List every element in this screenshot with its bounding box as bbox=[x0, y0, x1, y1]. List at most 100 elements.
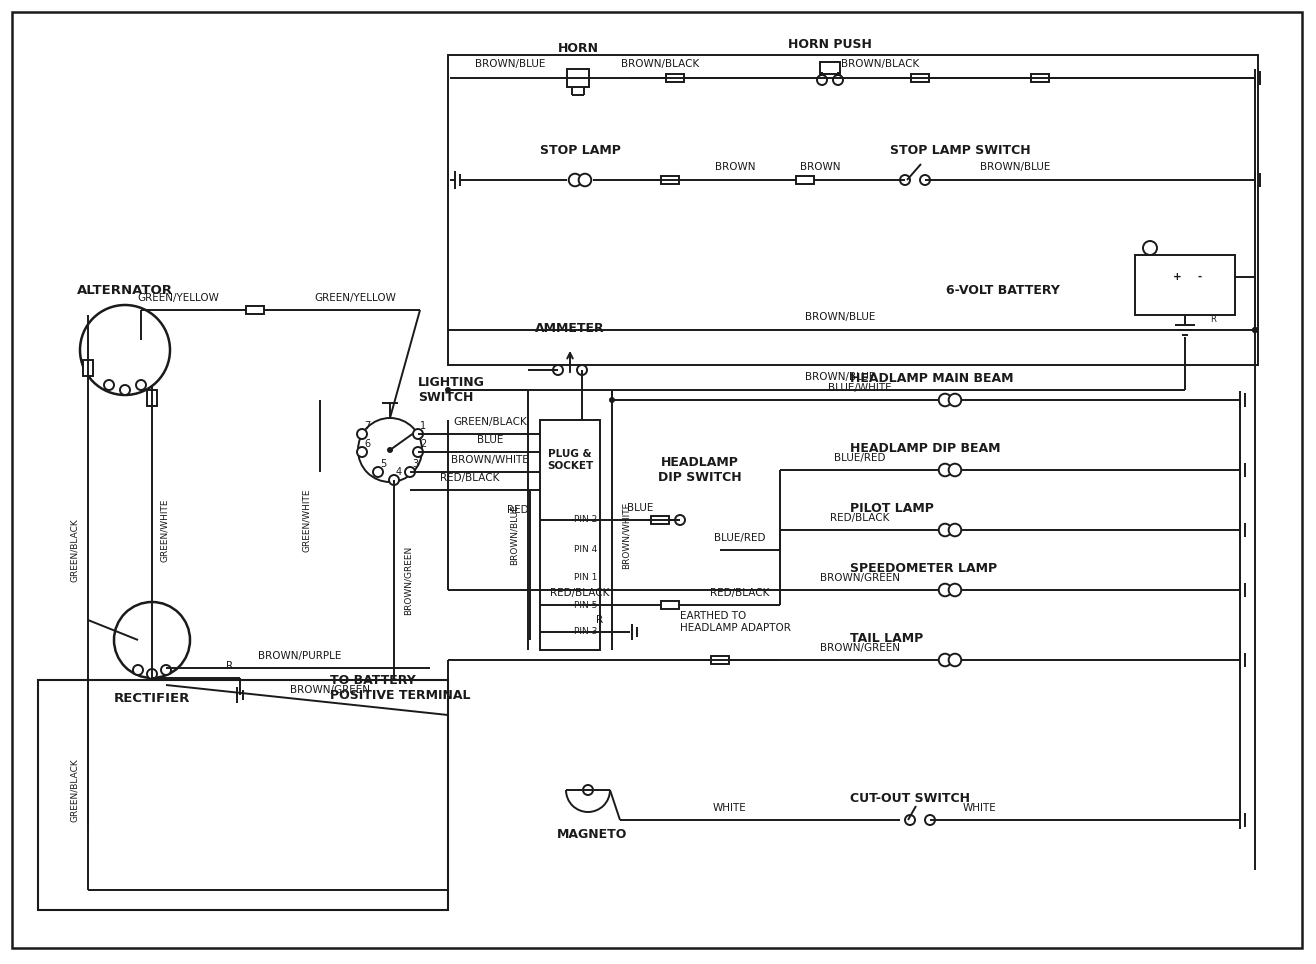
Circle shape bbox=[949, 523, 961, 536]
Text: PILOT LAMP: PILOT LAMP bbox=[850, 501, 934, 515]
Text: RED/BLACK: RED/BLACK bbox=[711, 588, 770, 598]
Circle shape bbox=[104, 380, 114, 390]
Circle shape bbox=[569, 174, 582, 186]
Text: GREEN/YELLOW: GREEN/YELLOW bbox=[315, 293, 396, 303]
Circle shape bbox=[114, 602, 190, 678]
Bar bbox=[246, 306, 265, 314]
Text: GREEN/WHITE: GREEN/WHITE bbox=[161, 498, 170, 562]
Text: +: + bbox=[1173, 272, 1182, 282]
Text: RED/BLACK: RED/BLACK bbox=[441, 473, 500, 483]
Circle shape bbox=[920, 175, 930, 185]
Text: BROWN/BLUE: BROWN/BLUE bbox=[805, 372, 875, 382]
Text: HEADLAMP DIP BEAM: HEADLAMP DIP BEAM bbox=[850, 442, 1000, 454]
Circle shape bbox=[576, 365, 587, 375]
Circle shape bbox=[905, 815, 915, 825]
Text: -: - bbox=[1198, 272, 1202, 282]
Circle shape bbox=[120, 385, 130, 395]
Text: PIN 4: PIN 4 bbox=[574, 546, 597, 554]
Text: HEADLAMP
DIP SWITCH: HEADLAMP DIP SWITCH bbox=[658, 456, 742, 484]
Text: BROWN/BLUE: BROWN/BLUE bbox=[509, 504, 519, 565]
Circle shape bbox=[949, 654, 961, 666]
Text: BROWN/BLACK: BROWN/BLACK bbox=[621, 59, 699, 69]
Circle shape bbox=[445, 387, 451, 393]
Bar bbox=[567, 69, 590, 87]
Text: BROWN/GREEN: BROWN/GREEN bbox=[820, 643, 900, 653]
Text: BLUE/RED: BLUE/RED bbox=[834, 453, 886, 463]
Bar bbox=[666, 74, 684, 82]
Text: HEADLAMP MAIN BEAM: HEADLAMP MAIN BEAM bbox=[850, 371, 1013, 385]
Text: RED: RED bbox=[507, 505, 529, 515]
Text: CUT-OUT SWITCH: CUT-OUT SWITCH bbox=[850, 791, 970, 805]
Circle shape bbox=[938, 393, 951, 406]
Circle shape bbox=[938, 523, 951, 536]
Text: BROWN/PURPLE: BROWN/PURPLE bbox=[258, 651, 342, 661]
Circle shape bbox=[1252, 327, 1258, 333]
Text: HORN PUSH: HORN PUSH bbox=[788, 38, 873, 50]
Text: RED/BLACK: RED/BLACK bbox=[550, 588, 609, 598]
Text: TAIL LAMP: TAIL LAMP bbox=[850, 631, 924, 645]
Text: 6-VOLT BATTERY: 6-VOLT BATTERY bbox=[946, 283, 1059, 297]
Text: 5: 5 bbox=[380, 459, 386, 469]
Circle shape bbox=[80, 305, 170, 395]
Text: PLUG &
SOCKET: PLUG & SOCKET bbox=[547, 449, 594, 470]
Text: LIGHTING
SWITCH: LIGHTING SWITCH bbox=[418, 376, 484, 404]
Text: HORN: HORN bbox=[558, 41, 599, 55]
Text: ALTERNATOR: ALTERNATOR bbox=[78, 283, 172, 297]
Text: PIN 5: PIN 5 bbox=[574, 601, 597, 609]
Text: GREEN/BLACK: GREEN/BLACK bbox=[70, 518, 79, 582]
Text: BROWN: BROWN bbox=[800, 162, 840, 172]
Circle shape bbox=[133, 665, 143, 675]
Text: 4: 4 bbox=[396, 467, 403, 477]
Text: BROWN: BROWN bbox=[715, 162, 755, 172]
Text: BROWN/GREEN: BROWN/GREEN bbox=[404, 546, 412, 615]
Bar bbox=[1134, 255, 1234, 315]
Text: MAGNETO: MAGNETO bbox=[557, 827, 628, 841]
Circle shape bbox=[372, 467, 383, 477]
Circle shape bbox=[161, 665, 171, 675]
Text: RED/BLACK: RED/BLACK bbox=[830, 513, 890, 523]
Text: R: R bbox=[1211, 315, 1216, 325]
Text: GREEN/WHITE: GREEN/WHITE bbox=[301, 488, 311, 551]
Text: R: R bbox=[596, 615, 604, 625]
Text: BROWN/BLUE: BROWN/BLUE bbox=[475, 59, 545, 69]
Text: R: R bbox=[226, 661, 233, 671]
Text: AMMETER: AMMETER bbox=[536, 322, 605, 335]
Text: 7: 7 bbox=[365, 421, 370, 431]
Circle shape bbox=[553, 365, 563, 375]
Text: SPEEDOMETER LAMP: SPEEDOMETER LAMP bbox=[850, 561, 998, 575]
Circle shape bbox=[357, 447, 367, 457]
Bar bbox=[147, 390, 157, 406]
Text: WHITE: WHITE bbox=[713, 803, 747, 813]
Bar bbox=[796, 176, 815, 184]
Bar bbox=[540, 420, 600, 650]
Bar bbox=[661, 176, 679, 184]
Text: GREEN/BLACK: GREEN/BLACK bbox=[453, 417, 526, 427]
Text: BROWN/GREEN: BROWN/GREEN bbox=[290, 685, 370, 695]
Text: BROWN/BLACK: BROWN/BLACK bbox=[841, 59, 919, 69]
Bar bbox=[1030, 74, 1049, 82]
Bar bbox=[820, 62, 840, 74]
Text: BLUE/RED: BLUE/RED bbox=[715, 533, 766, 543]
Circle shape bbox=[1252, 327, 1258, 333]
Text: BROWN/WHITE: BROWN/WHITE bbox=[451, 455, 529, 465]
Text: 3: 3 bbox=[412, 459, 418, 469]
Circle shape bbox=[938, 583, 951, 597]
Text: TO BATTERY
POSITIVE TERMINAL: TO BATTERY POSITIVE TERMINAL bbox=[330, 674, 471, 702]
Circle shape bbox=[390, 475, 399, 485]
Bar bbox=[83, 360, 93, 376]
Circle shape bbox=[949, 583, 961, 597]
Bar bbox=[447, 55, 1258, 365]
Bar bbox=[661, 601, 679, 609]
Bar bbox=[911, 74, 929, 82]
Circle shape bbox=[938, 654, 951, 666]
Text: STOP LAMP: STOP LAMP bbox=[540, 144, 620, 156]
Text: WHITE: WHITE bbox=[963, 803, 998, 813]
Circle shape bbox=[817, 75, 826, 85]
Text: GREEN/YELLOW: GREEN/YELLOW bbox=[137, 293, 218, 303]
Text: BROWN/GREEN: BROWN/GREEN bbox=[820, 573, 900, 583]
Bar bbox=[38, 680, 447, 910]
Text: STOP LAMP SWITCH: STOP LAMP SWITCH bbox=[890, 144, 1030, 156]
Circle shape bbox=[949, 464, 961, 476]
Circle shape bbox=[609, 397, 615, 403]
Bar bbox=[711, 656, 729, 664]
